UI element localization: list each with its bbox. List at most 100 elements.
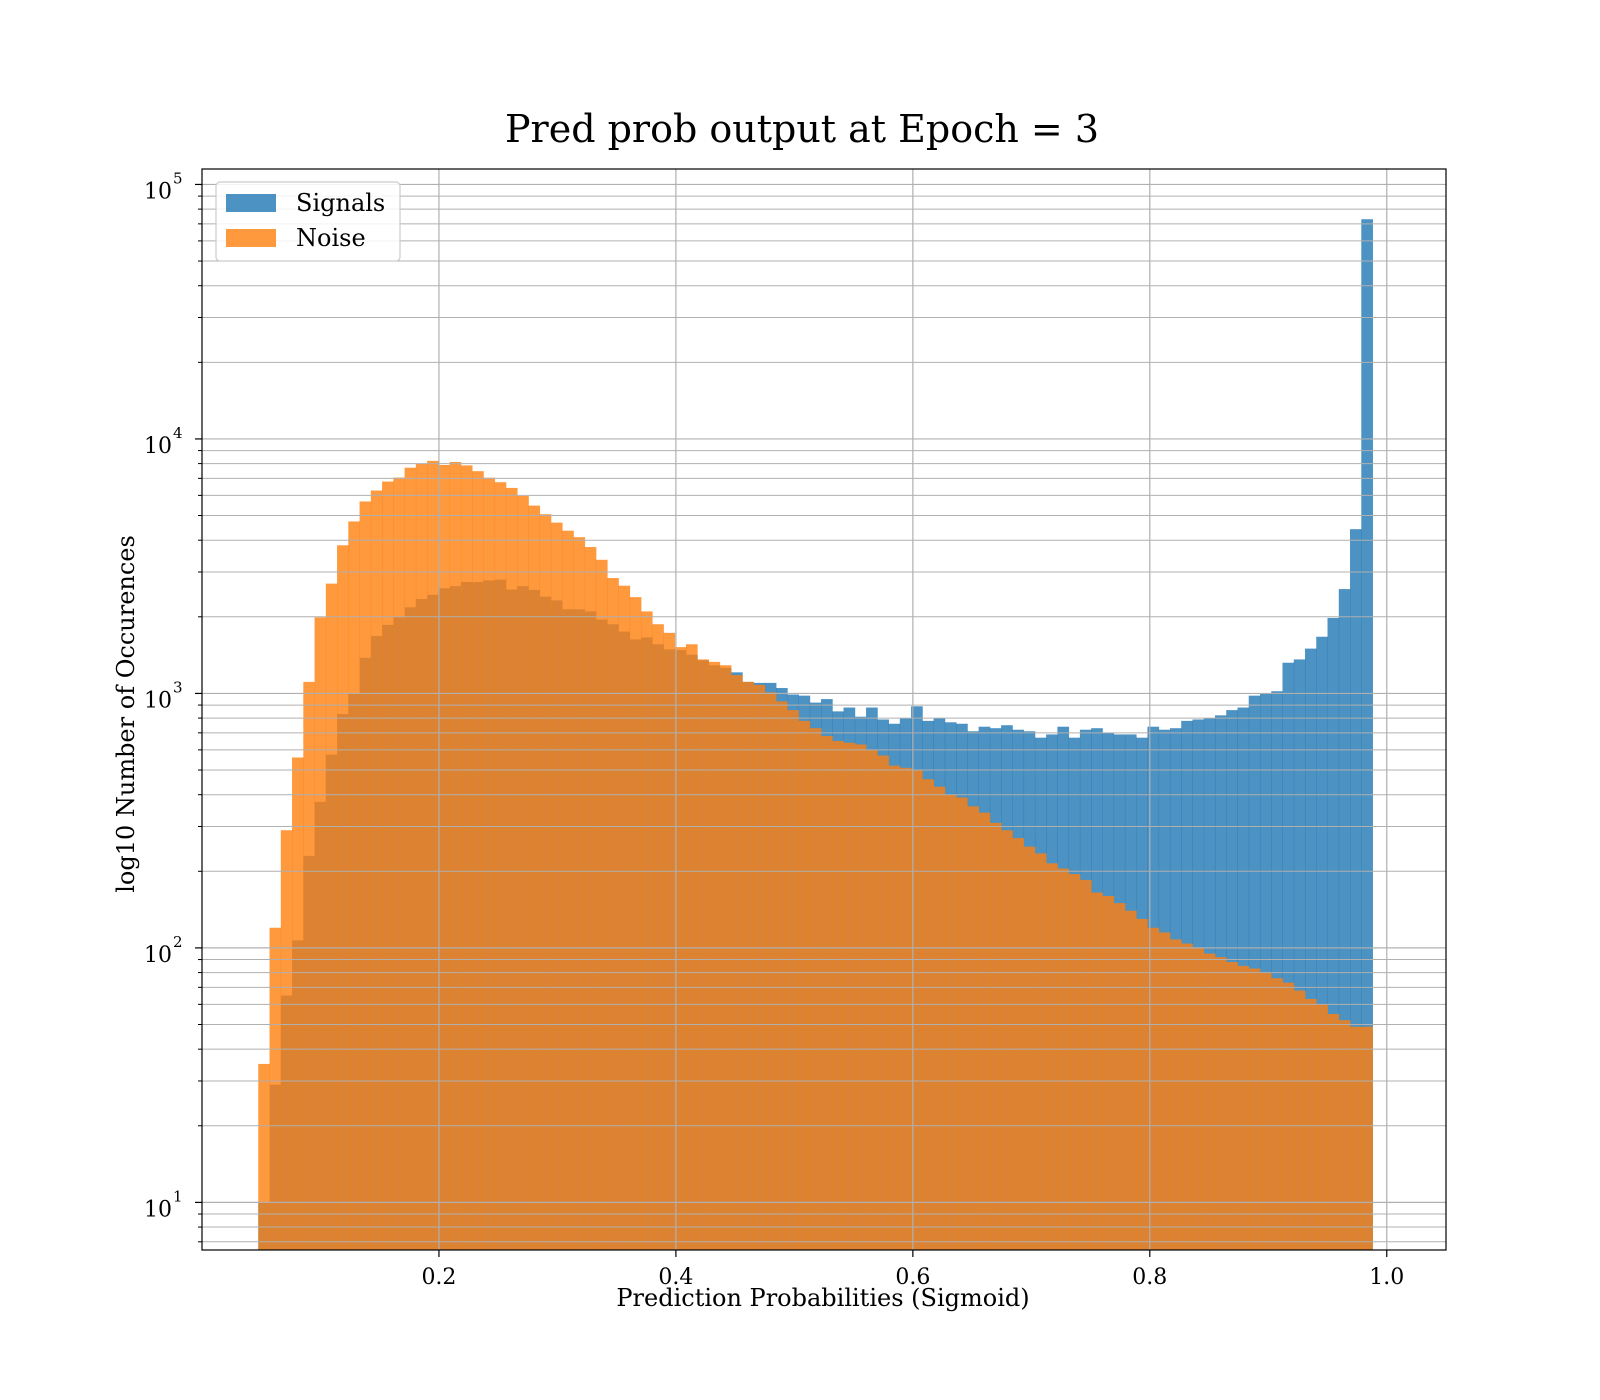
bar-noise: [584, 547, 597, 1250]
y-tick-exponent: 3: [173, 678, 183, 696]
bar-noise: [382, 481, 394, 1250]
y-axis-label: log10 Number of Occurences: [112, 535, 140, 893]
bar-noise: [348, 521, 360, 1250]
bar-noise: [258, 1063, 270, 1250]
bar-noise: [933, 786, 946, 1250]
bar-noise: [494, 482, 507, 1250]
bar-noise: [731, 675, 743, 1250]
bar-signals: [1293, 659, 1306, 1250]
bar-noise: [472, 471, 484, 1250]
bar-signals: [1282, 662, 1295, 1250]
bar-noise: [393, 477, 405, 1250]
bar-noise: [438, 464, 451, 1250]
bar-noise: [854, 744, 867, 1250]
bar-noise: [911, 770, 923, 1250]
bar-noise: [573, 537, 586, 1250]
bar-noise: [922, 779, 934, 1250]
x-axis-label: Prediction Probabilities (Sigmoid): [616, 1284, 1029, 1312]
legend-label-noise: Noise: [296, 224, 366, 252]
bar-noise: [697, 659, 709, 1250]
bar-noise: [843, 742, 856, 1250]
x-tick-label: 0.8: [1132, 1265, 1167, 1290]
bar-signals: [1350, 529, 1362, 1250]
bar-noise: [427, 460, 439, 1250]
bar-noise: [967, 806, 980, 1250]
bar-noise: [1316, 1004, 1328, 1250]
bar-noise: [1293, 990, 1306, 1250]
legend-swatch-noise: [226, 229, 276, 247]
bar-noise: [607, 578, 619, 1250]
bar-noise: [314, 617, 327, 1250]
bar-noise: [1282, 982, 1295, 1250]
y-tick-label: 10: [144, 943, 172, 968]
y-tick-exponent: 4: [173, 424, 183, 442]
bar-signals: [1271, 691, 1283, 1250]
bars-group: [258, 219, 1373, 1250]
bar-noise: [1057, 868, 1070, 1250]
bar-signals: [1305, 648, 1317, 1250]
bar-noise: [539, 514, 552, 1250]
y-tick-exponent: 5: [173, 169, 183, 187]
bar-noise: [888, 765, 901, 1250]
bar-noise: [1271, 978, 1283, 1250]
y-tick-exponent: 2: [173, 933, 183, 951]
bar-noise: [1192, 947, 1205, 1250]
bar-noise: [1169, 939, 1182, 1250]
bar-signals: [1338, 589, 1351, 1250]
bar-noise: [640, 611, 653, 1250]
bar-noise: [337, 545, 349, 1250]
bar-noise: [1091, 892, 1103, 1250]
bar-noise: [674, 647, 687, 1250]
bar-noise: [517, 495, 529, 1250]
bar-signals: [1361, 219, 1373, 1250]
bar-noise: [1226, 962, 1238, 1250]
bar-noise: [989, 822, 1002, 1250]
bar-noise: [280, 830, 293, 1250]
bar-noise: [809, 728, 822, 1250]
bar-noise: [562, 530, 574, 1250]
bar-noise: [663, 632, 676, 1250]
x-tick-label: 0.2: [421, 1265, 456, 1290]
bar-noise: [528, 505, 541, 1250]
y-tick-label: 10: [144, 1197, 172, 1222]
bar-noise: [1338, 1020, 1351, 1250]
bar-noise: [1023, 846, 1036, 1250]
bar-noise: [550, 522, 563, 1250]
bar-noise: [1203, 953, 1216, 1250]
bar-noise: [719, 665, 732, 1250]
bar-noise: [832, 741, 844, 1250]
y-tick-exponent: 1: [173, 1187, 183, 1205]
bar-noise: [776, 701, 788, 1250]
legend-swatch-signals: [226, 194, 276, 212]
bar-noise: [877, 755, 889, 1250]
bar-noise: [1068, 874, 1081, 1250]
bar-noise: [1350, 1026, 1362, 1250]
bar-noise: [764, 692, 777, 1250]
y-tick-label: 10: [144, 434, 172, 459]
axes-frame: [201, 168, 1447, 1251]
y-tick-label: 10: [144, 688, 172, 713]
bar-noise: [899, 767, 912, 1250]
bar-noise: [1012, 838, 1025, 1250]
bar-noise: [1181, 943, 1193, 1250]
bar-noise: [303, 681, 315, 1250]
bar-signals: [1316, 636, 1328, 1250]
bar-noise: [1237, 965, 1250, 1250]
bar-noise: [708, 661, 721, 1250]
bar-noise: [449, 461, 462, 1250]
bar-noise: [685, 644, 698, 1250]
bar-noise: [1327, 1013, 1340, 1250]
bar-noise: [618, 585, 631, 1250]
bar-noise: [1361, 1026, 1373, 1250]
bar-noise: [1034, 853, 1047, 1250]
bar-noise: [460, 465, 473, 1250]
grid-group: [202, 169, 1446, 1250]
bar-noise: [787, 710, 799, 1250]
bar-noise: [1079, 879, 1092, 1250]
bar-noise: [1214, 957, 1227, 1250]
bar-noise: [415, 463, 428, 1250]
bar-noise: [1001, 830, 1013, 1250]
chart-title: Pred prob output at Epoch = 3: [505, 107, 1099, 151]
bar-noise: [956, 797, 968, 1250]
